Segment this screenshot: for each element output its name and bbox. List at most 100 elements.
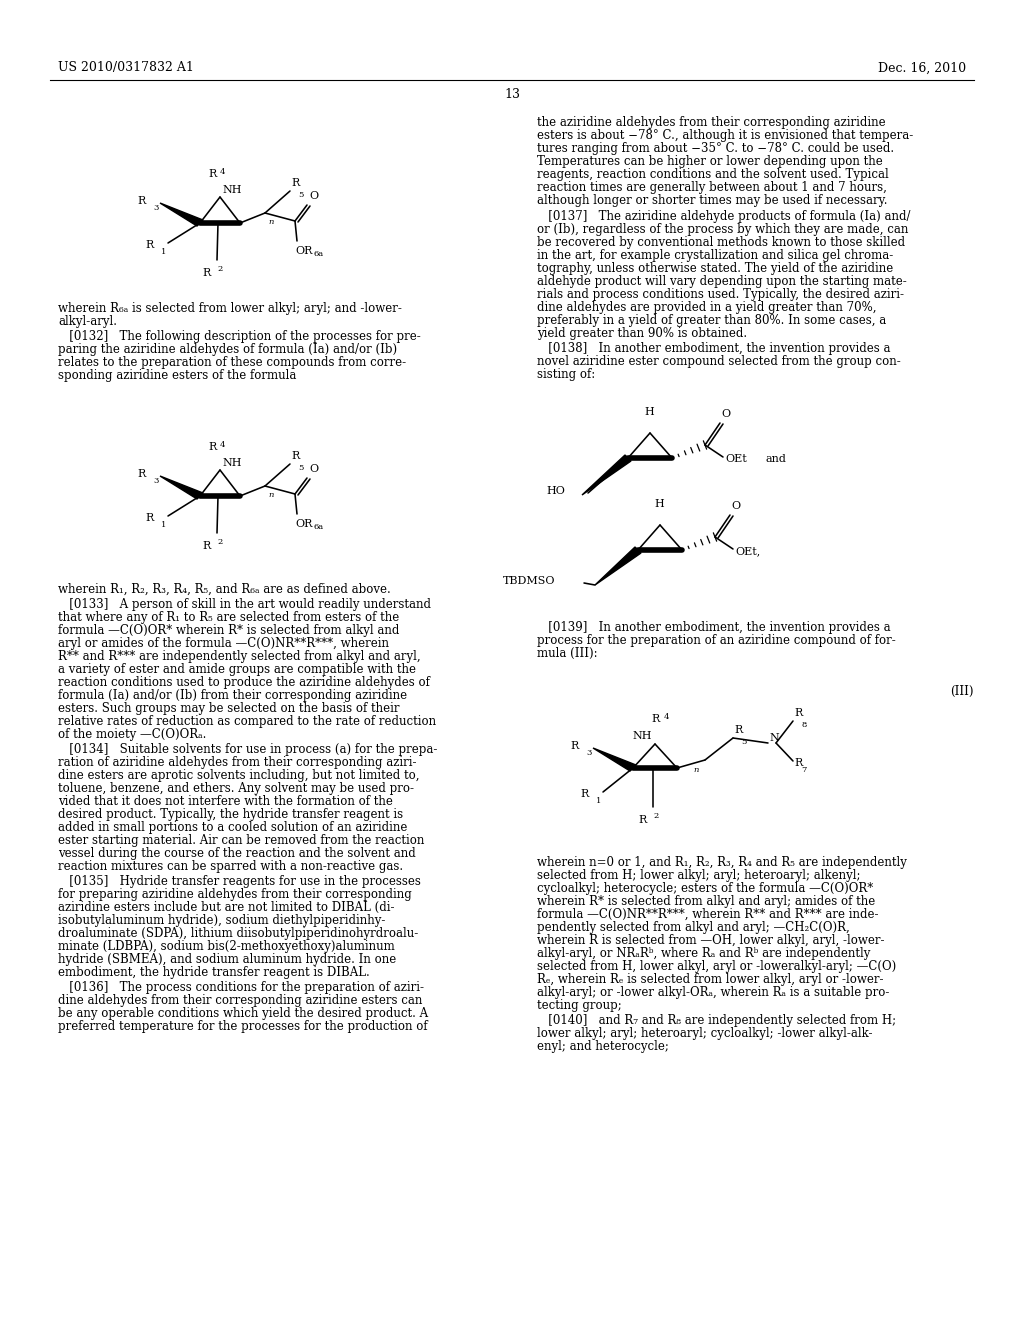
Text: n: n: [693, 766, 698, 774]
Text: N: N: [769, 733, 778, 743]
Text: R: R: [209, 169, 217, 180]
Text: desired product. Typically, the hydride transfer reagent is: desired product. Typically, the hydride …: [58, 808, 403, 821]
Text: aryl or amides of the formula —C(O)NR**R***, wherein: aryl or amides of the formula —C(O)NR**R…: [58, 638, 389, 649]
Text: OR: OR: [295, 246, 312, 256]
Text: relative rates of reduction as compared to the rate of reduction: relative rates of reduction as compared …: [58, 715, 436, 729]
Text: dine esters are aprotic solvents including, but not limited to,: dine esters are aprotic solvents includi…: [58, 770, 420, 781]
Text: [0137]   The aziridine aldehyde products of formula (Ia) and/: [0137] The aziridine aldehyde products o…: [537, 210, 910, 223]
Text: R: R: [734, 725, 742, 735]
Text: process for the preparation of an aziridine compound of for-: process for the preparation of an azirid…: [537, 634, 896, 647]
Text: Temperatures can be higher or lower depending upon the: Temperatures can be higher or lower depe…: [537, 154, 883, 168]
Text: OR: OR: [295, 519, 312, 529]
Text: O: O: [731, 502, 740, 511]
Text: reagents, reaction conditions and the solvent used. Typical: reagents, reaction conditions and the so…: [537, 168, 889, 181]
Text: relates to the preparation of these compounds from corre-: relates to the preparation of these comp…: [58, 356, 407, 370]
Text: 3: 3: [153, 205, 159, 213]
Text: 3: 3: [586, 748, 592, 756]
Text: OEt: OEt: [725, 454, 746, 465]
Text: [0138]   In another embodiment, the invention provides a: [0138] In another embodiment, the invent…: [537, 342, 891, 355]
Text: isobutylaluminum hydride), sodium diethylpiperidinhy-: isobutylaluminum hydride), sodium diethy…: [58, 913, 385, 927]
Text: and: and: [765, 454, 785, 465]
Text: R: R: [291, 451, 299, 461]
Text: [0135]   Hydride transfer reagents for use in the processes: [0135] Hydride transfer reagents for use…: [58, 875, 421, 888]
Text: tography, unless otherwise stated. The yield of the aziridine: tography, unless otherwise stated. The y…: [537, 261, 893, 275]
Text: H: H: [644, 407, 654, 417]
Polygon shape: [582, 455, 631, 495]
Text: ester starting material. Air can be removed from the reaction: ester starting material. Air can be remo…: [58, 834, 424, 847]
Text: 4: 4: [220, 441, 225, 449]
Text: alkyl-aryl; or -lower alkyl-ORₐ, wherein Rₐ is a suitable pro-: alkyl-aryl; or -lower alkyl-ORₐ, wherein…: [537, 986, 890, 999]
Text: 2: 2: [217, 265, 222, 273]
Text: 8: 8: [801, 721, 806, 729]
Text: aldehyde product will vary depending upon the starting mate-: aldehyde product will vary depending upo…: [537, 275, 906, 288]
Text: sponding aziridine esters of the formula: sponding aziridine esters of the formula: [58, 370, 296, 381]
Text: NH: NH: [633, 731, 652, 741]
Text: NH: NH: [222, 458, 242, 469]
Text: Rₑ, wherein Rₑ is selected from lower alkyl, aryl or -lower-: Rₑ, wherein Rₑ is selected from lower al…: [537, 973, 884, 986]
Text: R: R: [203, 268, 211, 279]
Text: R: R: [651, 714, 660, 723]
Text: tecting group;: tecting group;: [537, 999, 622, 1012]
Text: R: R: [639, 814, 647, 825]
Text: 1: 1: [161, 248, 166, 256]
Text: 13: 13: [504, 88, 520, 102]
Text: wherein R* is selected from alkyl and aryl; amides of the: wherein R* is selected from alkyl and ar…: [537, 895, 876, 908]
Text: H: H: [654, 499, 664, 510]
Text: R: R: [291, 178, 299, 187]
Text: preferably in a yield of greater than 80%. In some cases, a: preferably in a yield of greater than 80…: [537, 314, 886, 327]
Text: enyl; and heterocycle;: enyl; and heterocycle;: [537, 1040, 669, 1053]
Text: NH: NH: [222, 185, 242, 195]
Text: yield greater than 90% is obtained.: yield greater than 90% is obtained.: [537, 327, 748, 341]
Text: formula —C(O)NR**R***, wherein R** and R*** are inde-: formula —C(O)NR**R***, wherein R** and R…: [537, 908, 879, 921]
Text: R: R: [570, 741, 579, 751]
Text: a variety of ester and amide groups are compatible with the: a variety of ester and amide groups are …: [58, 663, 416, 676]
Text: aziridine esters include but are not limited to DIBAL (di-: aziridine esters include but are not lim…: [58, 902, 394, 913]
Text: [0139]   In another embodiment, the invention provides a: [0139] In another embodiment, the invent…: [537, 620, 891, 634]
Text: although longer or shorter times may be used if necessary.: although longer or shorter times may be …: [537, 194, 888, 207]
Text: selected from H; lower alkyl; aryl; heteroaryl; alkenyl;: selected from H; lower alkyl; aryl; hete…: [537, 869, 860, 882]
Text: tures ranging from about −35° C. to −78° C. could be used.: tures ranging from about −35° C. to −78°…: [537, 143, 894, 154]
Text: [0132]   The following description of the processes for pre-: [0132] The following description of the …: [58, 330, 421, 343]
Text: alkyl-aryl, or NRₐRᵇ, where Rₐ and Rᵇ are independently: alkyl-aryl, or NRₐRᵇ, where Rₐ and Rᵇ ar…: [537, 946, 870, 960]
Text: reaction mixtures can be sparred with a non-reactive gas.: reaction mixtures can be sparred with a …: [58, 861, 403, 873]
Text: dine aldehydes are provided in a yield greater than 70%,: dine aldehydes are provided in a yield g…: [537, 301, 877, 314]
Text: hydride (SBMEA), and sodium aluminum hydride. In one: hydride (SBMEA), and sodium aluminum hyd…: [58, 953, 396, 966]
Text: novel aziridine ester compound selected from the group con-: novel aziridine ester compound selected …: [537, 355, 901, 368]
Text: 3: 3: [153, 477, 159, 484]
Text: reaction conditions used to produce the aziridine aldehydes of: reaction conditions used to produce the …: [58, 676, 430, 689]
Text: R: R: [794, 708, 802, 718]
Text: alkyl-aryl.: alkyl-aryl.: [58, 315, 117, 327]
Text: n: n: [268, 491, 273, 499]
Text: R: R: [145, 513, 154, 523]
Text: 5: 5: [741, 738, 746, 746]
Text: esters is about −78° C., although it is envisioned that tempera-: esters is about −78° C., although it is …: [537, 129, 913, 143]
Text: 2: 2: [653, 812, 658, 820]
Text: R: R: [203, 541, 211, 550]
Text: R** and R*** are independently selected from alkyl and aryl,: R** and R*** are independently selected …: [58, 649, 421, 663]
Text: embodiment, the hydride transfer reagent is DIBAL.: embodiment, the hydride transfer reagent…: [58, 966, 370, 979]
Text: 2: 2: [217, 539, 222, 546]
Text: pendently selected from alkyl and aryl; —CH₂C(O)R,: pendently selected from alkyl and aryl; …: [537, 921, 850, 935]
Text: R: R: [209, 442, 217, 451]
Text: 5: 5: [298, 465, 303, 473]
Text: preferred temperature for the processes for the production of: preferred temperature for the processes …: [58, 1020, 428, 1034]
Text: selected from H, lower alkyl, aryl or -loweralkyl-aryl; —C(O): selected from H, lower alkyl, aryl or -l…: [537, 960, 896, 973]
Text: paring the aziridine aldehydes of formula (Ia) and/or (Ib): paring the aziridine aldehydes of formul…: [58, 343, 397, 356]
Text: [0140]   and R₇ and R₈ are independently selected from H;: [0140] and R₇ and R₈ are independently s…: [537, 1014, 896, 1027]
Text: 1: 1: [161, 521, 166, 529]
Text: 1: 1: [596, 797, 601, 805]
Text: formula (Ia) and/or (Ib) from their corresponding aziridine: formula (Ia) and/or (Ib) from their corr…: [58, 689, 408, 702]
Text: rials and process conditions used. Typically, the desired aziri-: rials and process conditions used. Typic…: [537, 288, 904, 301]
Polygon shape: [595, 546, 641, 585]
Text: 5: 5: [298, 191, 303, 199]
Polygon shape: [593, 748, 636, 771]
Text: be recovered by conventional methods known to those skilled: be recovered by conventional methods kno…: [537, 236, 905, 249]
Text: 4: 4: [664, 713, 670, 721]
Text: be any operable conditions which yield the desired product. A: be any operable conditions which yield t…: [58, 1007, 428, 1020]
Text: R: R: [145, 240, 154, 249]
Text: 6a: 6a: [313, 249, 324, 257]
Text: wherein n=0 or 1, and R₁, R₂, R₃, R₄ and R₅ are independently: wherein n=0 or 1, and R₁, R₂, R₃, R₄ and…: [537, 855, 907, 869]
Text: toluene, benzene, and ethers. Any solvent may be used pro-: toluene, benzene, and ethers. Any solven…: [58, 781, 414, 795]
Text: R: R: [581, 789, 589, 799]
Text: dine aldehydes from their corresponding aziridine esters can: dine aldehydes from their corresponding …: [58, 994, 422, 1007]
